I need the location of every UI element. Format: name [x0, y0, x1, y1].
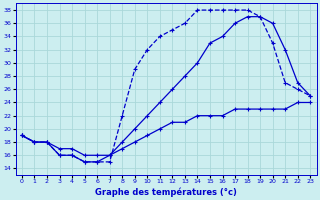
X-axis label: Graphe des températures (°c): Graphe des températures (°c): [95, 187, 237, 197]
